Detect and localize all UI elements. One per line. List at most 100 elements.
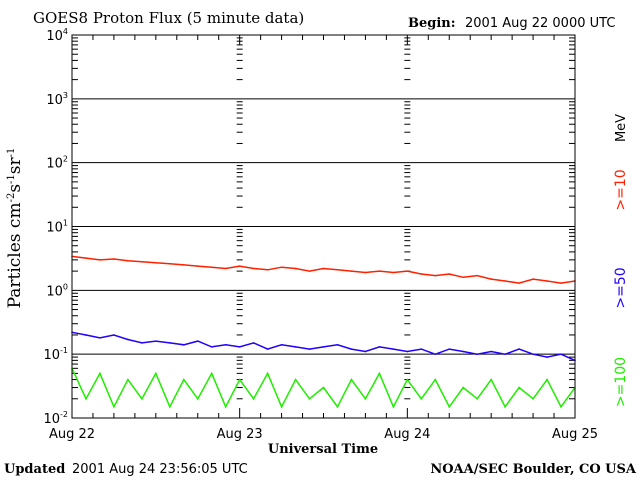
data-point [85, 397, 87, 400]
data-point [308, 397, 311, 400]
data-point [238, 265, 241, 267]
data-point [210, 346, 213, 348]
data-point [448, 348, 451, 350]
data-point [364, 350, 367, 353]
data-point [294, 346, 297, 348]
data-point [280, 405, 283, 408]
data-point [476, 353, 478, 355]
data-point [266, 372, 269, 375]
data-point [350, 348, 353, 350]
data-point [141, 397, 143, 400]
data-point [378, 372, 381, 375]
data-point [406, 270, 409, 272]
x-axis-label: Universal Time [268, 442, 378, 457]
data-point [99, 337, 101, 339]
data-point [532, 353, 534, 355]
data-point [336, 344, 339, 346]
source-label: NOAA/SEC Boulder, CO USA [430, 462, 637, 477]
data-point [155, 261, 157, 264]
y-tick-label: 10-2 [43, 410, 68, 427]
x-tick-label: Aug 24 [384, 427, 430, 442]
data-point [448, 405, 451, 408]
data-point [182, 344, 185, 346]
data-point [322, 267, 325, 270]
data-point [322, 346, 325, 348]
data-point [504, 280, 506, 282]
y-tick-label: 103 [46, 91, 68, 108]
data-point [308, 270, 311, 272]
data-point [490, 278, 492, 280]
data-point [392, 405, 395, 408]
data-point [280, 266, 283, 269]
data-point [99, 372, 101, 375]
data-point [155, 340, 157, 342]
legend-ge100: >=100 [613, 357, 629, 407]
data-point [85, 257, 87, 259]
data-point [420, 397, 423, 400]
data-point [560, 405, 562, 408]
data-point [252, 397, 255, 400]
data-point [252, 267, 255, 270]
y-tick-label: 10-1 [43, 346, 68, 363]
data-point [196, 340, 199, 342]
data-point [113, 258, 115, 260]
data-point [406, 378, 409, 381]
data-point [113, 405, 115, 408]
data-point [476, 274, 478, 277]
data-point [336, 405, 339, 408]
x-tick-label: Aug 23 [217, 427, 263, 442]
data-point [196, 265, 199, 267]
data-point [224, 344, 227, 346]
data-point [196, 397, 199, 400]
data-point [476, 397, 478, 400]
data-point [392, 271, 395, 274]
data-point [127, 260, 129, 262]
data-point [169, 405, 171, 408]
data-point [504, 353, 506, 355]
data-point [546, 356, 548, 358]
data-point [85, 334, 87, 336]
data-point [490, 378, 492, 381]
y-tick-label: 100 [46, 282, 68, 299]
data-point [546, 378, 548, 381]
data-point [406, 350, 409, 353]
data-point [448, 273, 451, 275]
data-point [378, 270, 381, 272]
y-tick-label: 104 [46, 27, 68, 44]
data-point [224, 405, 227, 408]
data-point [532, 278, 534, 280]
data-point [294, 378, 297, 381]
data-point [294, 267, 297, 270]
data-point [532, 397, 534, 400]
data-point [210, 266, 213, 269]
data-point [210, 372, 213, 375]
data-point [141, 342, 143, 344]
data-point [266, 268, 269, 271]
data-point [113, 334, 115, 336]
data-point [350, 378, 353, 381]
data-point [434, 353, 437, 355]
data-point [462, 350, 465, 353]
data-point [336, 268, 339, 271]
data-point [238, 346, 241, 348]
data-point [252, 342, 255, 344]
data-point [224, 267, 227, 270]
y-axis-label: Particles cm-2s-1sr-1 [5, 148, 25, 309]
data-point [238, 378, 241, 381]
data-point [364, 397, 367, 400]
data-point [141, 260, 143, 263]
data-point [462, 386, 465, 389]
legend-ge50: >=50 [613, 267, 629, 308]
x-tick-label: Aug 25 [552, 427, 598, 442]
data-point [420, 273, 423, 275]
data-point [182, 378, 185, 381]
data-point [378, 346, 381, 348]
data-point [169, 342, 171, 344]
data-point [364, 271, 367, 274]
data-point [392, 348, 395, 350]
units-label: MeV [614, 114, 629, 142]
begin-value: 2001 Aug 22 0000 UTC [465, 16, 615, 31]
data-point [127, 378, 129, 381]
data-point [266, 348, 269, 350]
